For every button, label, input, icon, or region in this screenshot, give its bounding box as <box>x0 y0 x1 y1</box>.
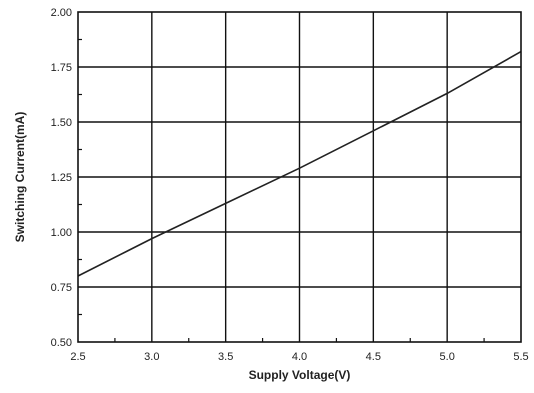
y-tick-label: 1.25 <box>51 172 72 184</box>
x-tick-labels: 2.5 3.0 3.5 4.0 4.5 5.0 5.5 <box>70 351 528 363</box>
y-tick-label: 0.75 <box>51 282 72 294</box>
x-tick-label: 4.0 <box>292 351 307 363</box>
y-axis-title: Switching Current(mA) <box>13 112 27 243</box>
x-tick-label: 3.5 <box>218 351 233 363</box>
x-axis-title: Supply Voltage(V) <box>249 368 351 382</box>
y-tick-label: 2.00 <box>51 7 72 19</box>
x-tick-label: 3.0 <box>144 351 159 363</box>
y-tick-labels: 0.50 0.75 1.00 1.25 1.50 1.75 2.00 <box>51 7 72 349</box>
grid-layer <box>78 12 521 342</box>
x-tick-label: 4.5 <box>366 351 381 363</box>
y-tick-label: 1.00 <box>51 227 72 239</box>
x-tick-label: 2.5 <box>70 351 85 363</box>
x-tick-label: 5.0 <box>440 351 455 363</box>
series-line <box>77 50 522 277</box>
minor-tick-layer <box>78 38 485 342</box>
x-tick-label: 5.5 <box>513 351 528 363</box>
y-tick-label: 0.50 <box>51 337 72 349</box>
plot-frame <box>77 11 522 343</box>
series-layer <box>77 50 522 277</box>
y-tick-label: 1.75 <box>51 62 72 74</box>
y-tick-label: 1.50 <box>51 117 72 129</box>
